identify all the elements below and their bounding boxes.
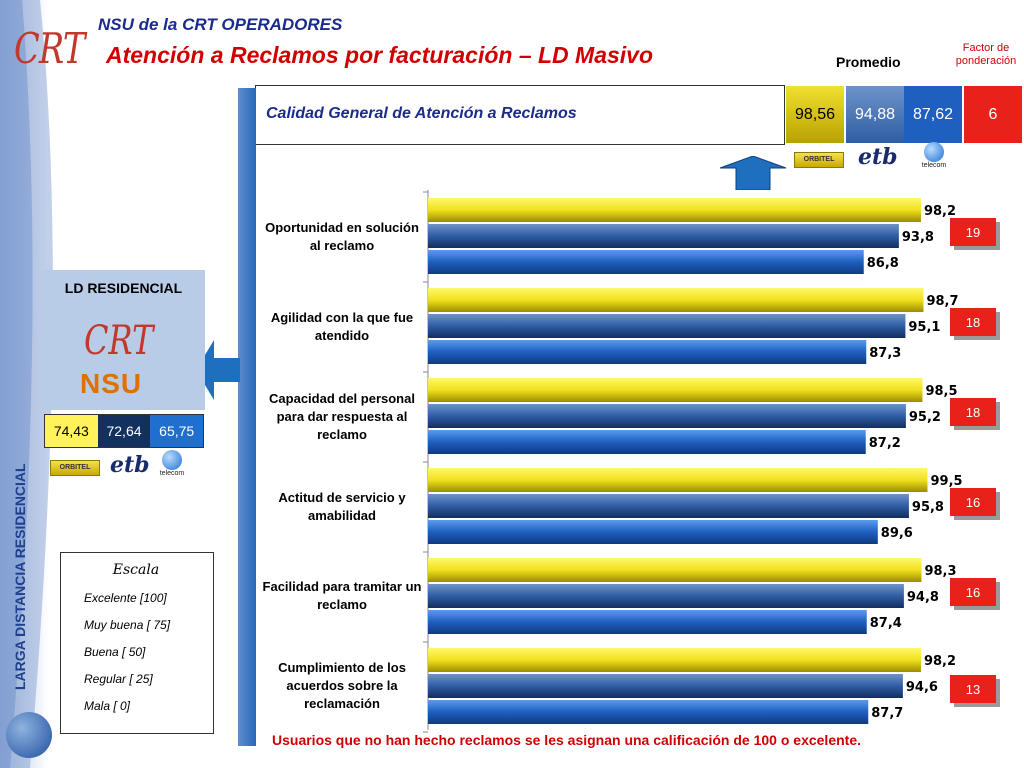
data-label: 95,1	[908, 320, 940, 335]
escala-item: Buena [ 50]	[84, 645, 146, 659]
summary-factor: 6	[964, 86, 1022, 143]
ld-crt-logo: CRT	[84, 318, 154, 364]
escala-item: Regular [ 25]	[84, 672, 153, 686]
bar-orbitel	[428, 648, 921, 672]
bar-etb	[428, 674, 903, 698]
up-arrow-icon	[719, 156, 787, 190]
data-label: 87,4	[870, 616, 902, 631]
weight-badge: 16	[950, 578, 996, 606]
data-label: 87,7	[871, 706, 903, 721]
escala-item: Muy buena [ 75]	[84, 618, 171, 632]
data-label: 86,8	[867, 256, 899, 271]
ld-values-row: 74,43 72,64 65,75	[44, 414, 204, 448]
bar-telecom	[428, 700, 869, 724]
weight-badge: 18	[950, 398, 996, 426]
ld-value-etb: 72,64	[97, 415, 151, 447]
data-label: 99,5	[930, 474, 962, 489]
data-label: 87,2	[869, 436, 901, 451]
page-subtitle: NSU de la CRT OPERADORES	[98, 15, 343, 34]
escala-item: Excelente [100]	[84, 591, 167, 605]
data-label: 93,8	[902, 230, 934, 245]
telecom-logo-text: telecom	[921, 162, 947, 169]
footnote: Usuarios que no han hecho reclamos se le…	[272, 732, 861, 748]
ld-nsu-logo: NSU	[80, 368, 143, 399]
bar-etb	[428, 494, 909, 518]
ld-telecom-logo: telecom	[152, 450, 192, 477]
data-label: 87,3	[869, 346, 901, 361]
telecom-logo: telecom	[914, 142, 954, 169]
weight-badge: 16	[950, 488, 996, 516]
bar-telecom	[428, 430, 866, 454]
weight-badge: 18	[950, 308, 996, 336]
ld-orbitel-logo: ORBITEL	[50, 460, 100, 476]
left-arrow-icon	[196, 340, 240, 400]
weight-badge: 19	[950, 218, 996, 246]
escala-panel	[60, 552, 214, 734]
data-label: 94,6	[906, 680, 938, 695]
left-band-curve	[0, 0, 53, 768]
bar-orbitel	[428, 198, 921, 222]
category-label: Oportunidad en solución al reclamo	[265, 220, 419, 253]
bar-telecom	[428, 340, 867, 364]
category-label: Actitud de servicio y amabilidad	[278, 490, 406, 523]
ld-residencial-title: LD RESIDENCIAL	[64, 280, 183, 296]
bar-etb	[428, 584, 904, 608]
data-label: 98,5	[925, 384, 957, 399]
bar-orbitel	[428, 558, 922, 582]
category-label: Cumplimiento de los acuerdos sobre la re…	[278, 660, 406, 711]
escala-item: Mala [ 0]	[84, 699, 131, 713]
summary-box	[255, 85, 785, 145]
data-label: 98,2	[924, 204, 956, 219]
escala-title: Escala	[112, 562, 160, 578]
category-label: Capacidad del personal para dar respuest…	[269, 391, 415, 442]
ld-telecom-globe-icon	[162, 450, 182, 470]
bar-etb	[428, 224, 899, 248]
etb-logo: etb	[858, 144, 898, 170]
vertical-connector-bar	[238, 88, 256, 746]
ld-value-telecom: 65,75	[150, 415, 204, 447]
summary-label: Calidad General de Atención a Reclamos	[266, 105, 577, 122]
data-label: 95,8	[912, 500, 944, 515]
summary-value-etb: 94,88	[846, 86, 904, 143]
data-label: 98,2	[924, 654, 956, 669]
ld-etb-logo: etb	[110, 452, 150, 478]
bar-telecom	[428, 250, 864, 274]
bar-orbitel	[428, 468, 928, 492]
bar-telecom	[428, 610, 867, 634]
crt-logo: CRT	[14, 24, 85, 73]
bar-orbitel	[428, 288, 924, 312]
category-label: Agilidad con la que fue atendido	[270, 310, 414, 343]
category-label: Facilidad para tramitar un reclamo	[262, 579, 422, 612]
telecom-globe-icon	[924, 142, 944, 162]
bar-etb	[428, 314, 906, 338]
data-label: 89,6	[881, 526, 913, 541]
bar-etb	[428, 404, 906, 428]
bar-telecom	[428, 520, 878, 544]
factor-label: Factor de ponderación	[955, 42, 1017, 67]
ld-value-orbitel: 74,43	[45, 415, 98, 447]
weight-badge: 13	[950, 675, 996, 703]
page-title: Atención a Reclamos por facturación – LD…	[106, 42, 654, 68]
data-label: 95,2	[909, 410, 941, 425]
data-label: 94,8	[907, 590, 939, 605]
promedio-label: Promedio	[836, 54, 901, 70]
ld-telecom-logo-text: telecom	[159, 470, 185, 477]
orbitel-logo: ORBITEL	[794, 152, 844, 168]
bar-orbitel	[428, 378, 923, 402]
data-label: 98,7	[926, 294, 958, 309]
ld-residencial-panel	[42, 270, 205, 410]
summary-value-orbitel: 98,56	[786, 86, 844, 143]
summary-value-telecom: 87,62	[904, 86, 962, 143]
corner-logo-icon	[6, 712, 52, 758]
data-label: 98,3	[924, 564, 956, 579]
